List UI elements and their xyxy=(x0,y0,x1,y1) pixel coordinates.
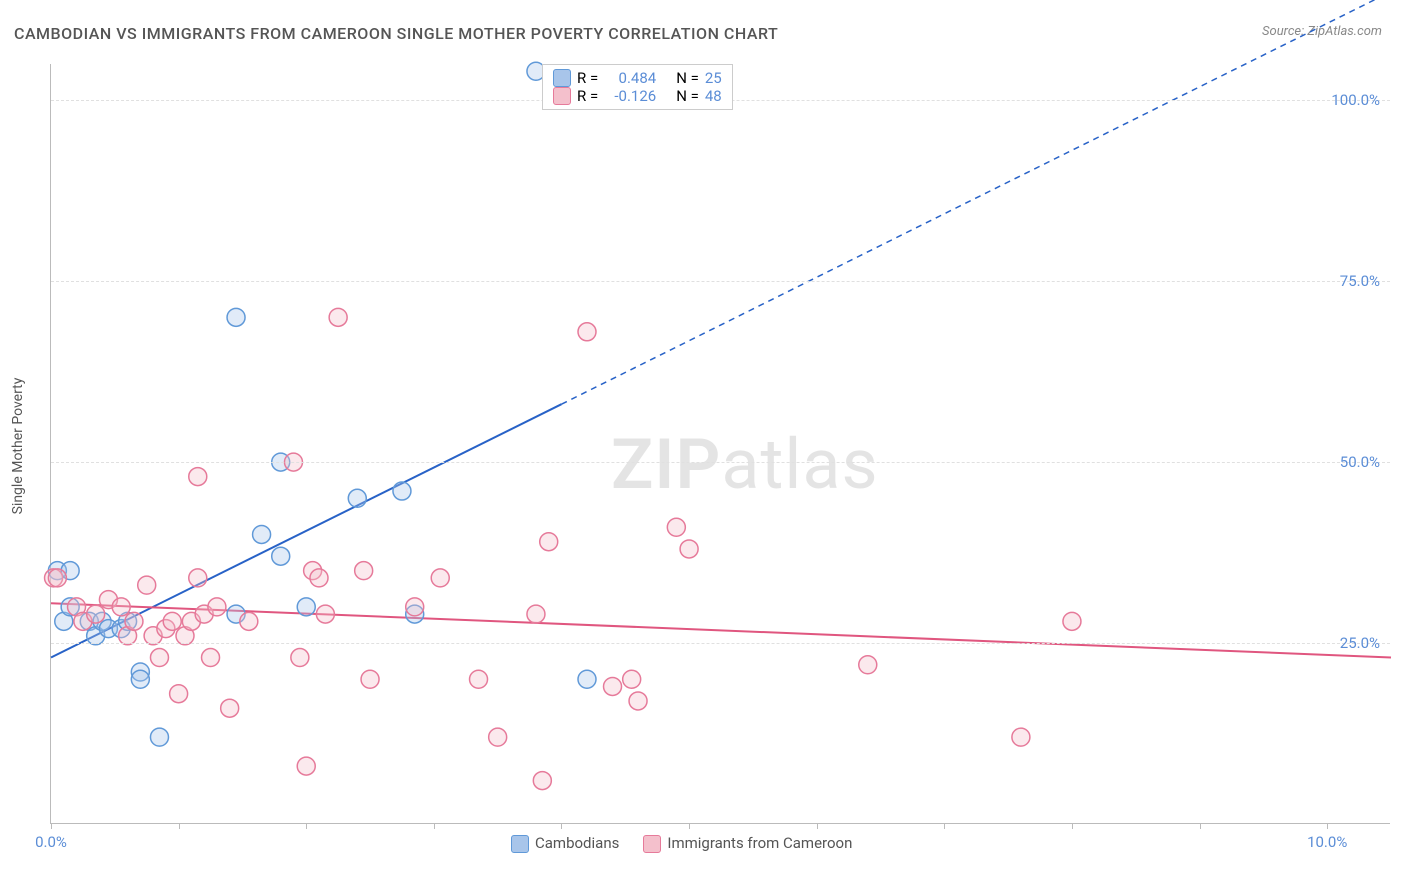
x-tick xyxy=(1072,823,1073,829)
data-point xyxy=(310,569,328,587)
n-value: 25 xyxy=(705,69,722,87)
data-point xyxy=(527,605,545,623)
data-point xyxy=(361,670,379,688)
data-point xyxy=(163,612,181,630)
x-tick xyxy=(817,823,818,829)
x-tick-label: 0.0% xyxy=(35,833,67,851)
data-point xyxy=(87,605,105,623)
plot-svg xyxy=(51,64,1390,823)
data-point xyxy=(489,728,507,746)
data-point xyxy=(355,562,373,580)
y-axis-title: Single Mother Poverty xyxy=(10,378,26,515)
data-point xyxy=(629,692,647,710)
x-tick xyxy=(944,823,945,829)
data-point xyxy=(578,323,596,341)
x-tick xyxy=(51,823,52,829)
data-point xyxy=(131,670,149,688)
data-point xyxy=(138,576,156,594)
legend-item: Immigrants from Cameroon xyxy=(643,834,852,853)
data-point xyxy=(540,533,558,551)
data-point xyxy=(227,308,245,326)
chart-title: CAMBODIAN VS IMMIGRANTS FROM CAMEROON SI… xyxy=(14,24,778,43)
data-point xyxy=(48,569,66,587)
data-point xyxy=(406,598,424,616)
gridline xyxy=(51,462,1390,463)
legend-swatch xyxy=(643,835,661,853)
data-point xyxy=(1063,612,1081,630)
x-tick xyxy=(1327,823,1328,829)
y-tick-label: 100.0% xyxy=(1331,91,1380,109)
legend-label: Cambodians xyxy=(535,834,619,852)
legend-row: R = -0.126 N = 48 xyxy=(553,87,722,105)
x-tick xyxy=(561,823,562,829)
data-point xyxy=(112,598,130,616)
legend-row: R = 0.484 N = 25 xyxy=(553,69,722,87)
data-point xyxy=(208,598,226,616)
series-legend: Cambodians Immigrants from Cameroon xyxy=(511,834,852,853)
data-point xyxy=(150,728,168,746)
r-label: R = xyxy=(577,87,598,105)
x-tick xyxy=(179,823,180,829)
data-point xyxy=(667,518,685,536)
data-point xyxy=(316,605,334,623)
data-point xyxy=(272,547,290,565)
r-value: 0.484 xyxy=(604,69,656,87)
data-point xyxy=(125,612,143,630)
data-point xyxy=(348,489,366,507)
data-point xyxy=(189,569,207,587)
data-point xyxy=(431,569,449,587)
data-point xyxy=(189,468,207,486)
data-point xyxy=(297,757,315,775)
correlation-legend: R = 0.484 N = 25 R = -0.126 N = 48 xyxy=(542,64,733,110)
legend-label: Immigrants from Cameroon xyxy=(667,834,852,852)
legend-swatch xyxy=(553,87,571,105)
data-point xyxy=(240,612,258,630)
gridline xyxy=(51,281,1390,282)
data-point xyxy=(170,685,188,703)
data-point xyxy=(393,482,411,500)
data-point xyxy=(578,670,596,688)
data-point xyxy=(329,308,347,326)
gridline xyxy=(51,643,1390,644)
data-point xyxy=(297,598,315,616)
data-point xyxy=(253,525,271,543)
data-point xyxy=(623,670,641,688)
x-tick xyxy=(306,823,307,829)
x-tick-label: 10.0% xyxy=(1307,833,1347,851)
legend-swatch xyxy=(511,835,529,853)
plot-area: ZIPatlas 25.0%50.0%75.0%100.0%0.0%10.0%R… xyxy=(50,64,1390,824)
n-label: N = xyxy=(676,87,699,105)
data-point xyxy=(150,649,168,667)
data-point xyxy=(291,649,309,667)
data-point xyxy=(1012,728,1030,746)
data-point xyxy=(202,649,220,667)
legend-item: Cambodians xyxy=(511,834,619,853)
n-value: 48 xyxy=(705,87,722,105)
y-tick-label: 25.0% xyxy=(1340,634,1380,652)
y-tick-label: 50.0% xyxy=(1340,453,1380,471)
y-tick-label: 75.0% xyxy=(1340,272,1380,290)
data-point xyxy=(604,677,622,695)
data-point xyxy=(221,699,239,717)
data-point xyxy=(470,670,488,688)
x-tick xyxy=(689,823,690,829)
chart-container: CAMBODIAN VS IMMIGRANTS FROM CAMEROON SI… xyxy=(0,0,1406,892)
r-label: R = xyxy=(577,69,598,87)
x-tick xyxy=(1200,823,1201,829)
data-point xyxy=(680,540,698,558)
data-point xyxy=(859,656,877,674)
n-label: N = xyxy=(676,69,699,87)
x-tick xyxy=(434,823,435,829)
data-point xyxy=(533,772,551,790)
r-value: -0.126 xyxy=(604,87,656,105)
trend-line-dashed xyxy=(561,0,1391,404)
legend-swatch xyxy=(553,69,571,87)
